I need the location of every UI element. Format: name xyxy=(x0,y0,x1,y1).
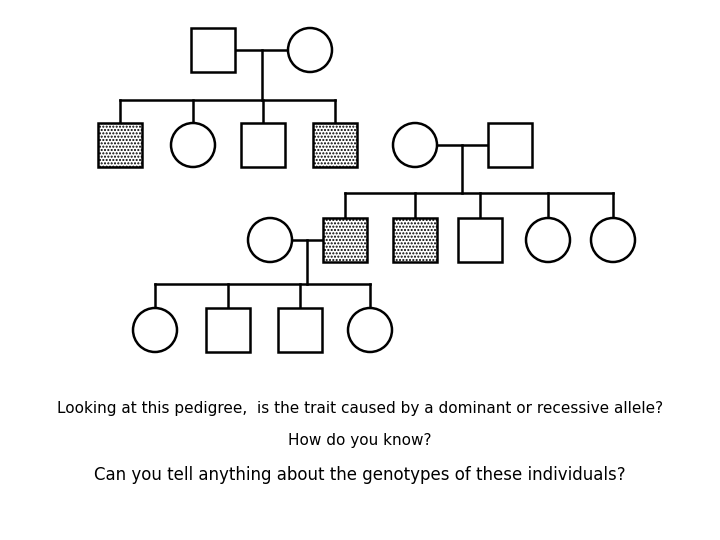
Circle shape xyxy=(133,308,177,352)
Bar xyxy=(206,308,250,352)
Text: How do you know?: How do you know? xyxy=(288,433,432,448)
Bar xyxy=(393,218,437,262)
Bar xyxy=(191,28,235,72)
Circle shape xyxy=(248,218,292,262)
Circle shape xyxy=(526,218,570,262)
Bar xyxy=(313,123,357,167)
Circle shape xyxy=(288,28,332,72)
Bar xyxy=(458,218,502,262)
Bar xyxy=(278,308,322,352)
Bar xyxy=(323,218,367,262)
Bar xyxy=(488,123,532,167)
Text: Looking at this pedigree,  is the trait caused by a dominant or recessive allele: Looking at this pedigree, is the trait c… xyxy=(57,401,663,415)
Circle shape xyxy=(393,123,437,167)
Bar xyxy=(241,123,285,167)
Text: Can you tell anything about the genotypes of these individuals?: Can you tell anything about the genotype… xyxy=(94,466,626,484)
Circle shape xyxy=(171,123,215,167)
Circle shape xyxy=(591,218,635,262)
Circle shape xyxy=(348,308,392,352)
Bar xyxy=(98,123,142,167)
